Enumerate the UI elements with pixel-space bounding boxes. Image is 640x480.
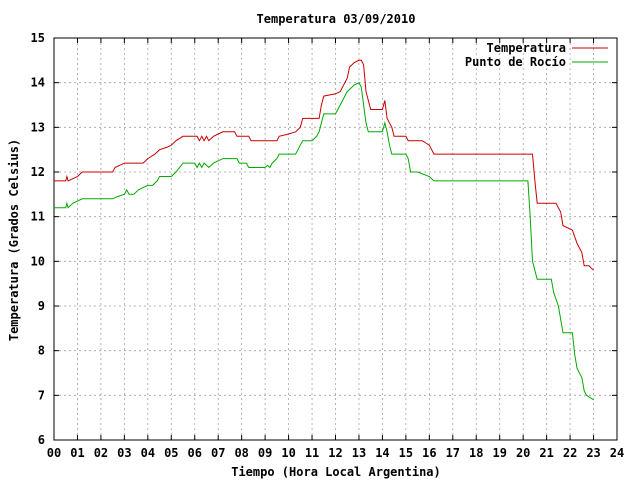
x-tick-label: 00: [47, 446, 61, 460]
y-tick-label: 10: [31, 254, 45, 268]
x-tick-label: 03: [117, 446, 131, 460]
x-tick-label: 04: [141, 446, 155, 460]
x-tick-label: 22: [563, 446, 577, 460]
x-tick-label: 11: [305, 446, 319, 460]
y-tick-label: 12: [31, 165, 45, 179]
y-tick-label: 6: [38, 433, 45, 447]
x-tick-label: 13: [352, 446, 366, 460]
x-tick-label: 01: [70, 446, 84, 460]
y-tick-label: 7: [38, 388, 45, 402]
x-tick-label: 09: [258, 446, 272, 460]
y-tick-label: 9: [38, 299, 45, 313]
grid: [54, 38, 617, 440]
x-tick-label: 10: [281, 446, 295, 460]
y-tick-label: 13: [31, 120, 45, 134]
x-tick-label: 20: [516, 446, 530, 460]
y-tick-label: 15: [31, 31, 45, 45]
chart-title: Temperatura 03/09/2010: [257, 12, 416, 26]
x-tick-label: 18: [469, 446, 483, 460]
x-tick-label: 17: [446, 446, 460, 460]
x-tick-label: 19: [492, 446, 506, 460]
legend-label: Punto de Rocío: [465, 55, 566, 69]
x-tick-label: 16: [422, 446, 436, 460]
series-lines: [54, 59, 594, 401]
y-tick-label: 14: [31, 76, 45, 90]
legend-label: Temperatura: [487, 41, 566, 55]
x-tick-label: 15: [399, 446, 413, 460]
x-tick-label: 14: [375, 446, 389, 460]
x-tick-label: 08: [234, 446, 248, 460]
x-tick-label: 05: [164, 446, 178, 460]
x-tick-label: 07: [211, 446, 225, 460]
y-tick-label: 8: [38, 344, 45, 358]
x-tick-label: 21: [539, 446, 553, 460]
y-ticks: 6 7 8 9 10 11 12 13 14 15: [31, 31, 617, 447]
x-ticks: 00 01 02 03 04 05 06 07 08 09 10 11 12 13 14 15 16 17 18 19…: [47, 38, 624, 460]
y-tick-label: 11: [31, 210, 45, 224]
x-tick-label: 06: [188, 446, 202, 460]
x-tick-label: 23: [586, 446, 600, 460]
series-line-punto-de-rocio: [54, 82, 594, 401]
x-tick-label: 12: [328, 446, 342, 460]
x-tick-label: 24: [610, 446, 624, 460]
x-tick-label: 02: [94, 446, 108, 460]
series-line-temperatura: [54, 59, 594, 271]
x-axis-label: Tiempo (Hora Local Argentina): [231, 465, 441, 479]
y-axis-label: Temperatura (Grados Celsius): [7, 139, 21, 341]
